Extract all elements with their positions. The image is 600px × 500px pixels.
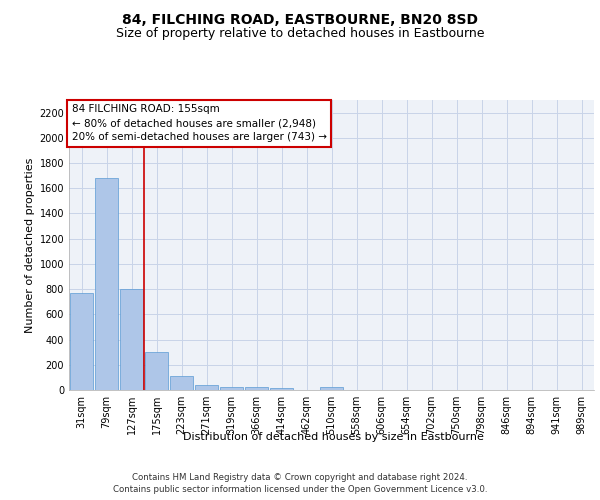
Text: 84, FILCHING ROAD, EASTBOURNE, BN20 8SD: 84, FILCHING ROAD, EASTBOURNE, BN20 8SD [122, 12, 478, 26]
Text: Size of property relative to detached houses in Eastbourne: Size of property relative to detached ho… [116, 28, 484, 40]
Bar [195, 385, 218, 390]
Bar [245, 388, 268, 390]
Bar [145, 352, 168, 390]
Bar [270, 388, 293, 390]
Bar [120, 289, 143, 390]
Y-axis label: Number of detached properties: Number of detached properties [25, 158, 35, 332]
Text: Contains HM Land Registry data © Crown copyright and database right 2024.: Contains HM Land Registry data © Crown c… [132, 472, 468, 482]
Bar [170, 376, 193, 390]
Bar [320, 388, 343, 390]
Bar [220, 387, 243, 390]
Text: Distribution of detached houses by size in Eastbourne: Distribution of detached houses by size … [182, 432, 484, 442]
Text: Contains public sector information licensed under the Open Government Licence v3: Contains public sector information licen… [113, 485, 487, 494]
Text: 84 FILCHING ROAD: 155sqm
← 80% of detached houses are smaller (2,948)
20% of sem: 84 FILCHING ROAD: 155sqm ← 80% of detach… [71, 104, 326, 142]
Bar [70, 293, 93, 390]
Bar [95, 178, 118, 390]
